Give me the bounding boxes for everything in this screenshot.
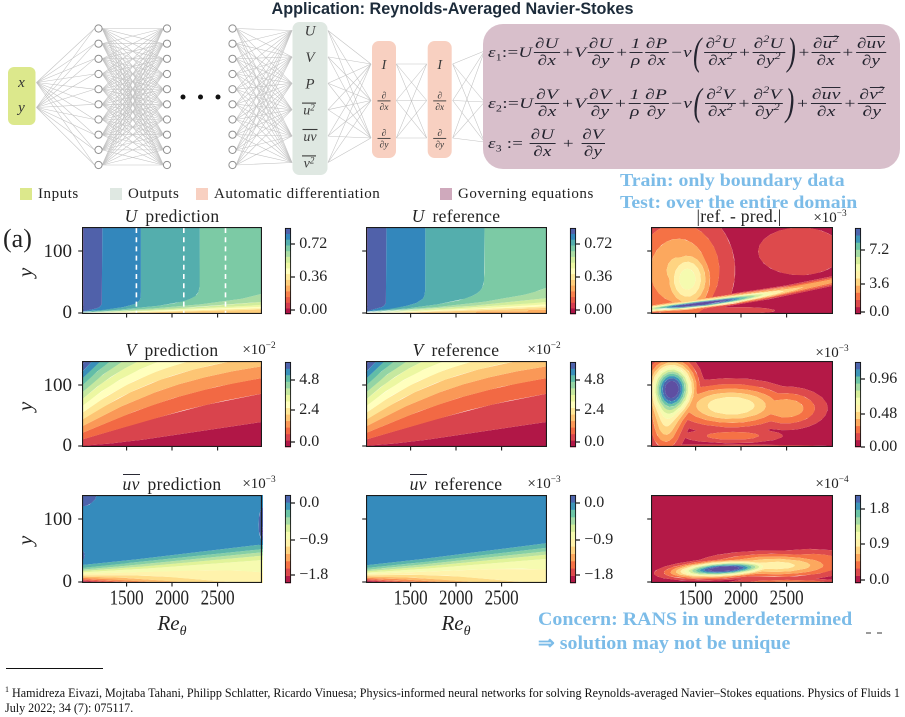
svg-text:∂: ∂ [437, 129, 442, 139]
svg-text:∂x: ∂x [435, 103, 445, 113]
svg-text:∂x: ∂x [380, 103, 390, 113]
svg-text:∂: ∂ [382, 129, 387, 139]
svg-text:V: V [305, 50, 316, 66]
svg-text:I: I [436, 58, 443, 73]
svg-text:∂y: ∂y [380, 140, 390, 150]
svg-text:x: x [17, 75, 25, 91]
svg-text:I: I [381, 58, 388, 73]
svg-text:U: U [305, 24, 317, 40]
svg-text:∂: ∂ [382, 91, 387, 101]
svg-text:uv: uv [303, 130, 317, 145]
svg-text:y: y [16, 100, 25, 116]
svg-text:∂: ∂ [437, 91, 442, 101]
svg-text:v2: v2 [304, 156, 315, 172]
svg-text:∂y: ∂y [435, 140, 445, 150]
svg-text:P: P [304, 76, 314, 92]
